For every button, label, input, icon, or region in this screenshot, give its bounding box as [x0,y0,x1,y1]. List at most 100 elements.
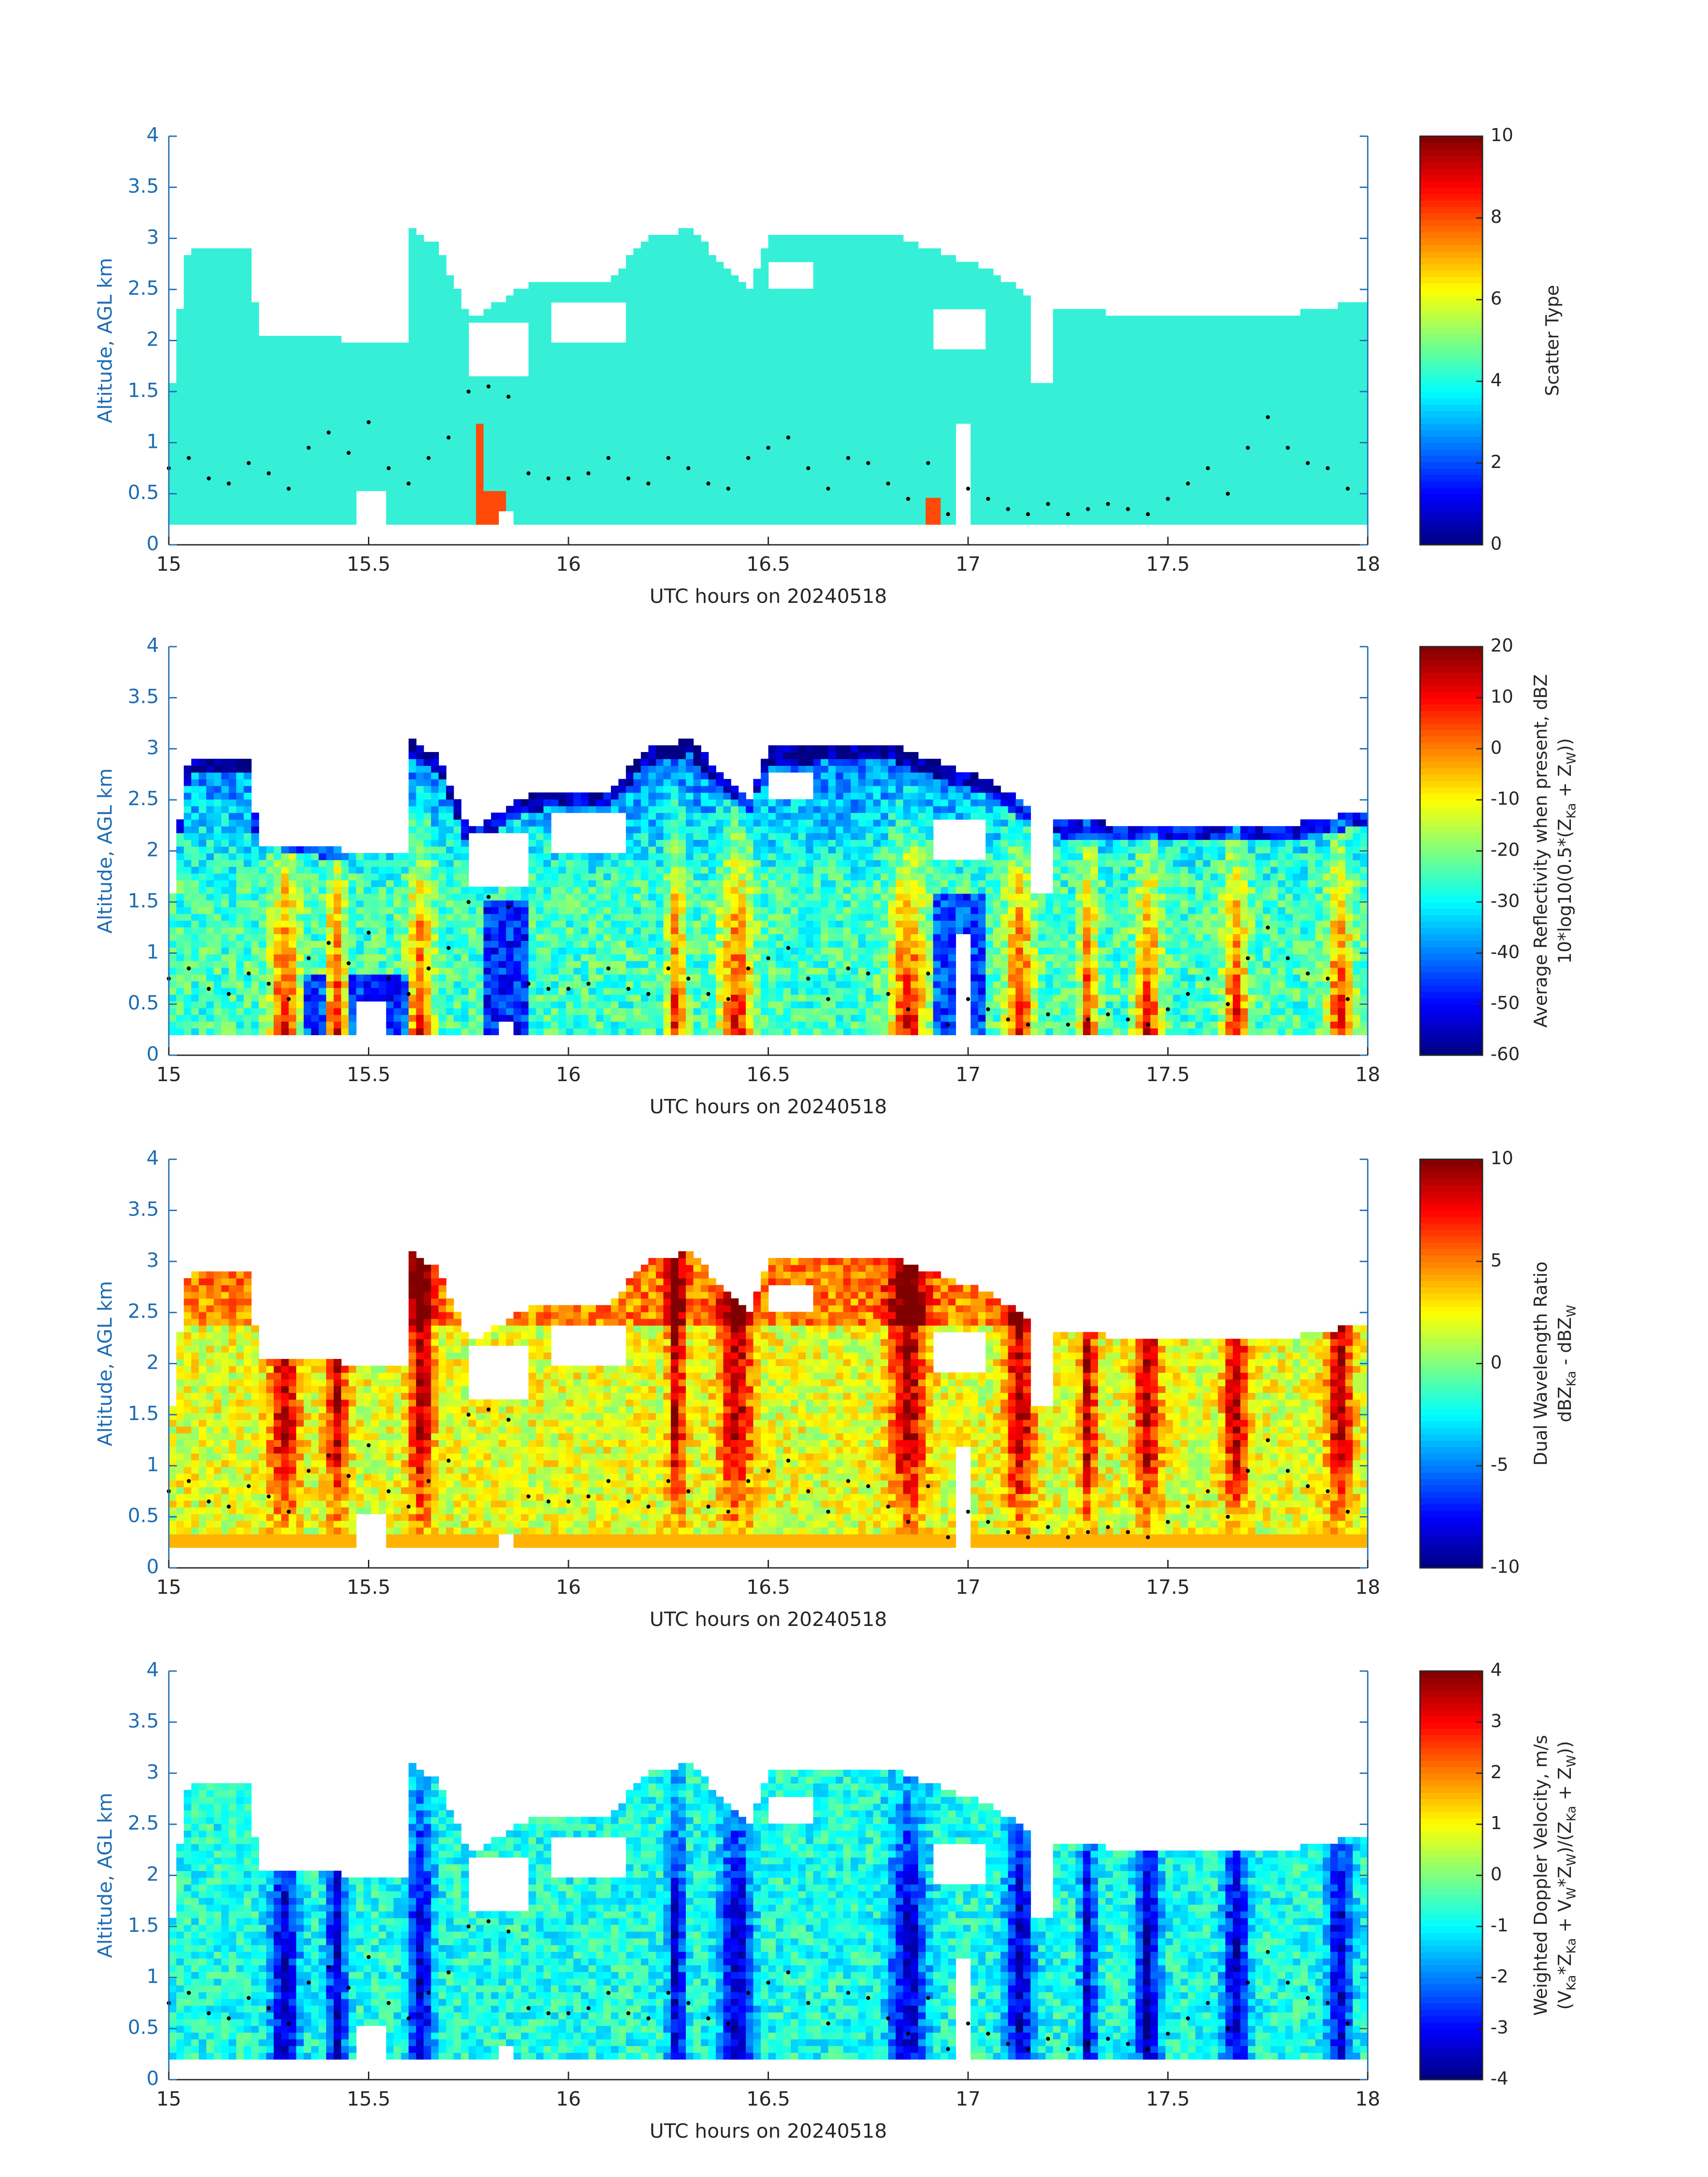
heatmap-cell [484,430,492,437]
heatmap-cell [319,370,327,377]
heatmap-cell [491,437,499,444]
heatmap-cell [498,316,506,323]
heatmap-cell [506,383,514,390]
heatmap-cell [244,497,252,505]
heatmap-cell [363,390,372,397]
heatmap-cell [454,450,462,457]
heatmap-cell [424,410,432,417]
heatmap-cell [274,511,282,518]
heatmap-cell [244,370,252,377]
heatmap-cell [236,322,244,330]
heatmap-cell [214,349,222,356]
heatmap-cell [259,390,267,397]
heatmap-cell [191,443,199,451]
heatmap-cell [244,403,252,410]
heatmap-cell [438,262,447,269]
heatmap-cell [199,329,207,336]
heatmap-cell [199,410,207,417]
heatmap-cell [484,471,492,478]
heatmap-cell [393,437,401,444]
heatmap-cell [311,383,319,390]
heatmap-cell [266,336,274,343]
heatmap-cell [319,477,327,485]
heatmap-cell [304,484,312,491]
heatmap-cell [393,423,401,430]
heatmap-cell [341,497,349,505]
heatmap-cell [438,497,447,505]
heatmap-cell [401,511,409,518]
heatmap-cell [371,403,379,410]
heatmap-cell [244,417,252,424]
heatmap-cell [289,457,297,464]
heatmap-cell [334,484,342,491]
heatmap-cell [206,471,214,478]
heatmap-cell [289,511,297,518]
heatmap-cell [468,376,476,384]
heatmap-cell [199,497,207,505]
heatmap-cell [221,296,230,303]
heatmap-cell [221,322,230,330]
heatmap-cell [356,457,364,464]
heatmap-cell [461,316,469,323]
heatmap-cell [191,471,199,478]
heatmap-cell [386,397,394,404]
heatmap-cell [476,484,484,491]
heatmap-cell [356,471,364,478]
heatmap-cell [274,430,282,437]
heatmap-cell [236,296,244,303]
heatmap-cell [169,471,177,478]
heatmap-cell [191,417,199,424]
heatmap-cell [311,403,319,410]
heatmap-cell [191,309,199,316]
heatmap-cell [491,383,499,390]
heatmap-cell [236,403,244,410]
heatmap-cell [296,484,304,491]
heatmap-cell [296,430,304,437]
heatmap-cell [424,403,432,410]
heatmap-cell [319,397,327,404]
heatmap-cell [424,497,432,505]
heatmap-cell [484,497,492,505]
heatmap-cell [274,457,282,464]
heatmap-cell [379,430,387,437]
heatmap-cell [251,511,259,518]
heatmap-cell [319,511,327,518]
heatmap-cell [506,450,514,457]
heatmap-cell [446,397,454,404]
heatmap-cell [319,336,327,343]
heatmap-cell [498,423,506,430]
heatmap-cell [289,417,297,424]
heatmap-cell [326,376,334,384]
heatmap-cell [491,309,499,316]
heatmap-cell [446,511,454,518]
heatmap-cell [236,255,244,262]
panel-1: 00.511.522.533.5415 15.5 16 16.5 17 17.5 18UTC… [94,124,1563,608]
heatmap-cell [176,504,184,511]
heatmap-cell [191,248,199,255]
heatmap-cell [214,397,222,404]
heatmap-cell [274,403,282,410]
heatmap-cell [304,343,312,350]
heatmap-cell [363,349,372,356]
heatmap-cell [416,289,424,296]
heatmap-cell [379,390,387,397]
heatmap-cell [326,410,334,417]
heatmap-cell [221,443,230,451]
heatmap-cell [409,309,417,316]
heatmap-cell [229,268,237,276]
heatmap-cell [199,471,207,478]
heatmap-cell [244,437,252,444]
heatmap-cell [296,491,304,498]
heatmap-cell [221,282,230,289]
heatmap-cell [289,410,297,417]
heatmap-cell [431,410,439,417]
heatmap-cell [379,370,387,377]
heatmap-cell [386,477,394,485]
heatmap-cell [349,376,357,384]
heatmap-cell [401,504,409,511]
heatmap-cell [363,450,372,457]
heatmap-cell [199,282,207,289]
heatmap-cell [266,349,274,356]
heatmap-cell [191,497,199,505]
heatmap-cell [371,471,379,478]
